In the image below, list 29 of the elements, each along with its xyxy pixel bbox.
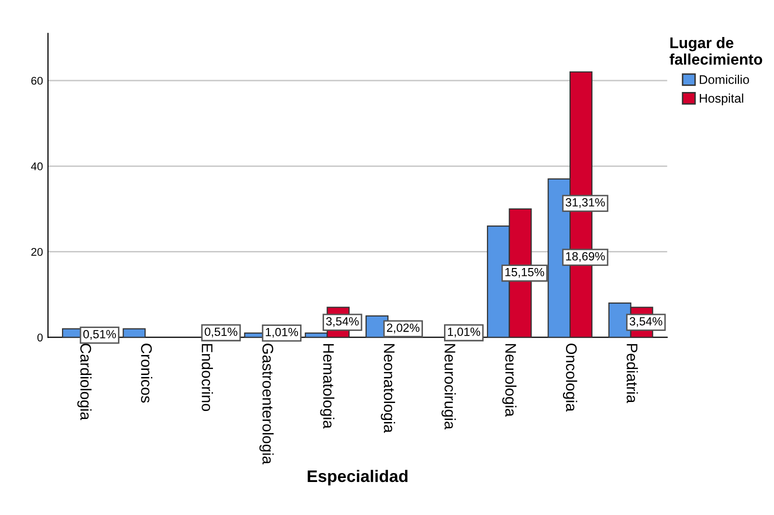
x-tick-label: Neurologia <box>502 344 516 417</box>
x-tick-label: Oncologia <box>562 344 578 412</box>
annotation: 1,01% <box>448 328 480 338</box>
annotation: 2,02% <box>386 324 420 334</box>
legend-title: Lugar de fallecimiento <box>670 37 762 65</box>
x-tick-label: Neonatologia <box>380 344 396 433</box>
y-tick-label: 60 <box>31 76 43 85</box>
x-tick-label: Neurocirugia <box>442 344 456 430</box>
annotation: 0,51% <box>83 330 116 340</box>
annotation: 15,15% <box>505 268 544 278</box>
bar <box>122 328 146 338</box>
annotation: 31,31% <box>566 198 605 208</box>
annotation: 0,51% <box>204 328 238 338</box>
x-tick-label: Endocrino <box>202 344 213 412</box>
legend-label: Domicilio <box>700 74 750 84</box>
annotation: 1,01% <box>266 328 298 338</box>
x-tick-label: Cardiologia <box>77 344 92 420</box>
x-tick-label: Gastroenterologia <box>259 344 274 464</box>
x-tick-label: Pediatria <box>626 344 638 404</box>
y-tick-label: 0 <box>37 334 43 342</box>
x-tick-label: Hematologia <box>320 344 334 429</box>
y-tick-label: 20 <box>31 248 43 256</box>
annotation: 18,69% <box>566 252 605 262</box>
legend-label: Hospital <box>700 94 744 106</box>
y-tick-label: 40 <box>31 162 43 170</box>
x-tick-label: Cronicos <box>141 344 152 403</box>
annotation: 3,54% <box>630 317 662 327</box>
annotation: 3,54% <box>326 317 359 327</box>
x-axis-title: Especialidad <box>308 470 408 486</box>
